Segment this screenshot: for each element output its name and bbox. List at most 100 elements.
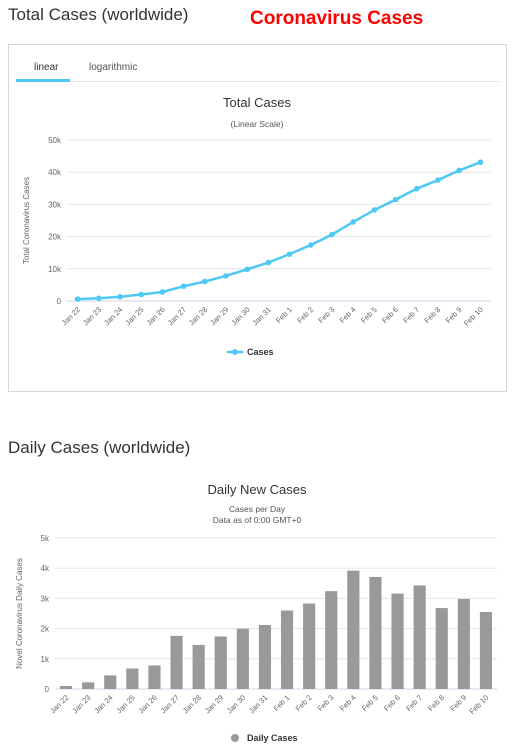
x-tick-label: Jan 25 xyxy=(114,693,136,715)
bar xyxy=(457,599,470,689)
x-tick-label: Feb 5 xyxy=(360,693,380,713)
x-tick-label: Jan 25 xyxy=(123,305,145,327)
x-tick-label: Feb 7 xyxy=(401,305,421,325)
x-tick-label: Jan 22 xyxy=(48,693,70,715)
y-tick-label: 3k xyxy=(41,594,50,603)
x-tick-label: Jan 24 xyxy=(92,693,114,715)
bar xyxy=(369,576,382,689)
x-tick-label: Feb 7 xyxy=(404,693,424,713)
chart-subtitle: Data as of 0:00 GMT+0 xyxy=(213,515,302,525)
total-cases-card: linear logarithmic xyxy=(8,44,507,392)
x-tick-label: Jan 27 xyxy=(166,305,188,327)
bar xyxy=(479,611,493,689)
data-point xyxy=(435,177,441,183)
chart-title: Daily New Cases xyxy=(208,482,307,497)
y-tick-label: 0 xyxy=(45,685,50,694)
x-tick-label: Feb 9 xyxy=(444,305,464,325)
data-point xyxy=(180,283,187,290)
chart-subtitle: (Linear Scale) xyxy=(231,119,284,129)
daily-cases-section-title: Daily Cases (worldwide) xyxy=(8,438,191,457)
data-point xyxy=(223,273,229,279)
y-tick-label: 0 xyxy=(57,297,62,306)
x-tick-label: Jan 22 xyxy=(60,305,82,327)
x-tick-label: Jan 30 xyxy=(225,693,247,715)
x-tick-label: Feb 3 xyxy=(316,693,336,713)
bar xyxy=(347,570,360,689)
data-point xyxy=(117,293,123,300)
scale-tabs: linear logarithmic xyxy=(16,45,500,82)
y-tick-label: 5k xyxy=(41,534,50,543)
x-tick-label: Jan 31 xyxy=(251,305,273,327)
data-point xyxy=(329,231,335,238)
y-tick-label: 4k xyxy=(41,564,50,573)
x-tick-label: Jan 26 xyxy=(137,693,159,715)
bar xyxy=(303,603,316,689)
data-point xyxy=(308,242,314,248)
x-tick-label: Feb 6 xyxy=(380,305,400,325)
x-tick-label: Feb 1 xyxy=(272,693,292,713)
bar xyxy=(148,665,161,689)
series-line-cases xyxy=(77,161,481,301)
bar xyxy=(413,585,426,689)
x-tick-label: Jan 29 xyxy=(203,693,225,715)
x-tick-label: Feb 8 xyxy=(422,305,442,325)
bar xyxy=(214,636,227,689)
bar xyxy=(59,685,73,689)
data-point xyxy=(159,289,166,295)
bar xyxy=(258,624,272,689)
data-point xyxy=(350,219,357,225)
brand-title: Coronavirus Cases xyxy=(250,8,424,29)
x-tick-label: Jan 23 xyxy=(81,305,103,327)
x-tick-label: Feb 6 xyxy=(382,693,402,713)
data-point xyxy=(74,296,81,302)
data-point xyxy=(96,295,102,302)
tab-linear[interactable]: linear xyxy=(34,62,59,73)
data-point xyxy=(456,167,463,174)
x-tick-label: Jan 27 xyxy=(159,693,181,715)
y-tick-label: 40k xyxy=(48,168,62,177)
x-tick-label: Feb 4 xyxy=(338,693,358,713)
chart-subtitle: Cases per Day xyxy=(229,504,286,514)
legend-marker xyxy=(231,734,239,742)
x-tick-label: Jan 30 xyxy=(229,305,251,327)
bar xyxy=(325,591,338,689)
x-tick-label: Jan 28 xyxy=(187,305,209,327)
legend-label: Cases xyxy=(247,347,274,357)
bar xyxy=(236,628,249,689)
y-tick-label: 10k xyxy=(48,265,62,274)
y-axis-title: Total Coronavirus Cases xyxy=(22,177,31,264)
y-tick-label: 1k xyxy=(41,655,50,664)
bar xyxy=(104,675,117,689)
total-cases-section-title: Total Cases (worldwide) xyxy=(8,5,189,24)
bar xyxy=(435,608,448,689)
data-point xyxy=(477,159,484,166)
y-tick-label: 30k xyxy=(48,200,62,209)
y-axis-title: Novel Coronavirus Daily Cases xyxy=(15,558,24,669)
x-tick-label: Feb 4 xyxy=(338,305,358,325)
legend-marker xyxy=(232,349,238,355)
data-point xyxy=(392,196,399,203)
x-tick-label: Feb 3 xyxy=(316,305,336,325)
bar xyxy=(192,644,205,689)
data-point xyxy=(265,259,272,266)
bar xyxy=(126,668,139,689)
x-tick-label: Feb 8 xyxy=(426,693,446,713)
active-tab-indicator xyxy=(16,79,70,82)
bar xyxy=(82,682,95,689)
x-tick-label: Feb 2 xyxy=(295,305,315,325)
y-tick-label: 20k xyxy=(48,233,62,242)
y-tick-label: 50k xyxy=(48,136,62,145)
x-tick-label: Jan 31 xyxy=(247,693,269,715)
x-tick-label: Feb 5 xyxy=(359,305,379,325)
data-point xyxy=(371,207,378,213)
x-tick-label: Jan 29 xyxy=(208,305,230,327)
x-tick-label: Jan 24 xyxy=(102,305,124,327)
x-tick-label: Feb 9 xyxy=(448,693,468,713)
x-tick-label: Jan 26 xyxy=(145,305,167,327)
data-point xyxy=(414,185,420,192)
tab-logarithmic[interactable]: logarithmic xyxy=(89,62,138,73)
bar xyxy=(280,610,294,689)
bar xyxy=(170,635,183,689)
legend-label: Daily Cases xyxy=(247,733,298,743)
x-tick-label: Feb 1 xyxy=(274,305,294,325)
